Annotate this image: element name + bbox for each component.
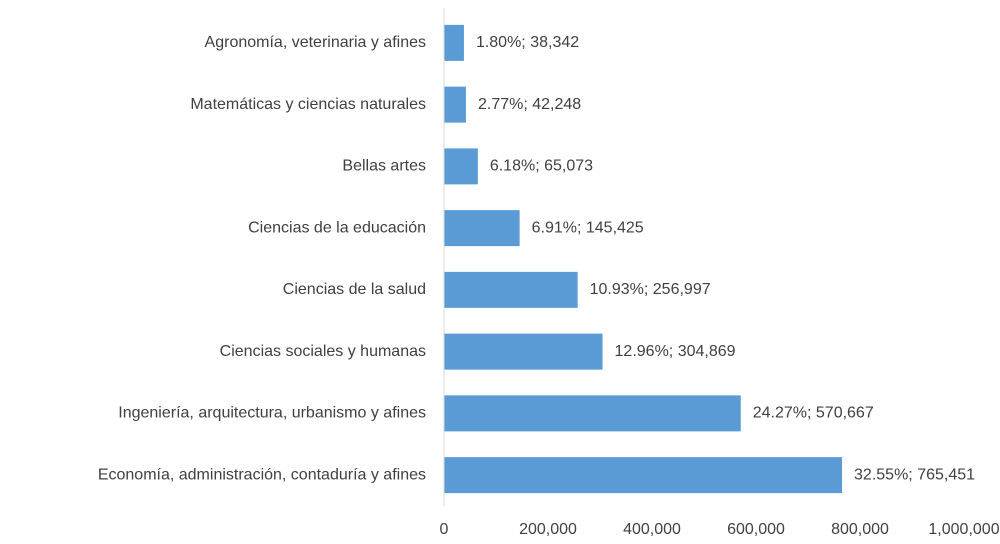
- data-label: 10.93%; 256,997: [590, 281, 711, 298]
- bar: [444, 333, 603, 370]
- data-label: 6.91%; 145,425: [532, 219, 644, 236]
- y-tick-label: Ciencias sociales y humanas: [220, 343, 426, 360]
- data-label: 12.96%; 304,869: [615, 343, 736, 360]
- bar: [444, 24, 464, 61]
- x-tick-label: 400,000: [623, 521, 681, 538]
- bar: [444, 86, 466, 123]
- data-label: 32.55%; 765,451: [854, 466, 975, 483]
- y-tick-label: Matemáticas y ciencias naturales: [190, 96, 426, 113]
- bar: [444, 148, 478, 185]
- y-tick-label: Economía, administración, contaduría y a…: [98, 466, 426, 483]
- bar: [444, 395, 741, 432]
- y-tick-label: Agronomía, veterinaria y afines: [205, 34, 426, 51]
- bar: [444, 210, 520, 247]
- bar: [444, 457, 843, 494]
- data-label: 1.80%; 38,342: [476, 34, 579, 51]
- data-label: 6.18%; 65,073: [490, 158, 593, 175]
- data-label: 24.27%; 570,667: [753, 405, 874, 422]
- bar: [444, 271, 578, 308]
- x-tick-label: 1,000,000: [928, 521, 999, 538]
- x-tick-label: 200,000: [519, 521, 577, 538]
- x-tick-label: 600,000: [727, 521, 785, 538]
- x-tick-label: 0: [440, 521, 449, 538]
- y-tick-label: Ingeniería, arquitectura, urbanismo y af…: [118, 405, 426, 422]
- y-tick-label: Ciencias de la salud: [283, 281, 426, 298]
- x-tick-label: 800,000: [831, 521, 889, 538]
- data-label: 2.77%; 42,248: [478, 96, 581, 113]
- y-tick-label: Bellas artes: [342, 158, 426, 175]
- y-tick-label: Ciencias de la educación: [248, 219, 426, 236]
